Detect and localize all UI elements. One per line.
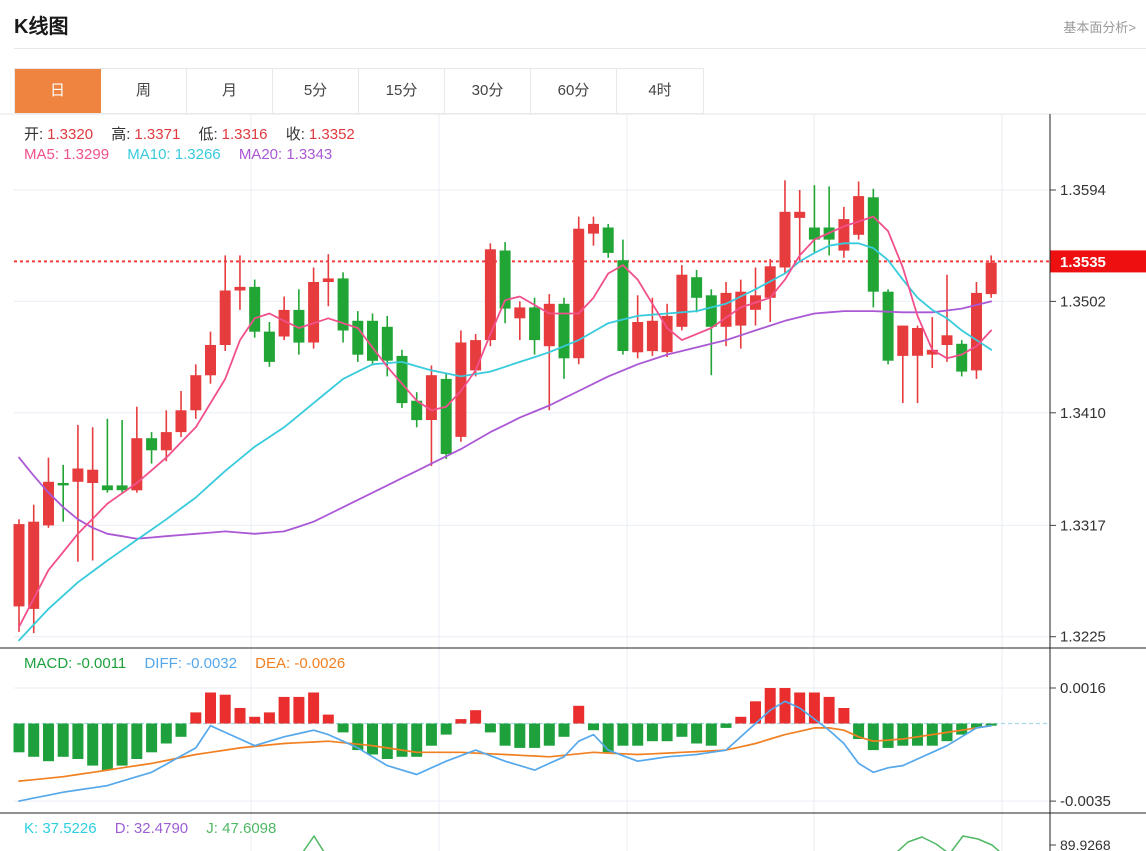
svg-text:1.3502: 1.3502 xyxy=(1060,293,1106,310)
header-divider xyxy=(14,48,1146,49)
svg-text:1.3535: 1.3535 xyxy=(1060,254,1106,271)
svg-text:0.0016: 0.0016 xyxy=(1060,680,1106,697)
k-value-legend: K: 37.5226 xyxy=(24,820,97,837)
j-value-legend: J: 47.6098 xyxy=(206,820,277,837)
svg-text:89.9268: 89.9268 xyxy=(1060,837,1111,851)
tab-15分[interactable]: 15分 xyxy=(359,69,445,113)
svg-text:1.3225: 1.3225 xyxy=(1060,629,1106,646)
svg-text:1.3410: 1.3410 xyxy=(1060,405,1106,422)
kdj-legend: K: 37.5226 D: 32.4790 J: 47.6098 xyxy=(24,820,290,837)
close-label: 收: xyxy=(285,126,305,143)
ma5-legend: MA5: 1.3299 xyxy=(24,146,110,163)
svg-text:-0.0035: -0.0035 xyxy=(1060,793,1111,810)
tab-日[interactable]: 日 xyxy=(15,69,101,113)
tab-30分[interactable]: 30分 xyxy=(445,69,531,113)
page-header: K线图 基本面分析> xyxy=(14,10,1136,46)
low-label: 低: xyxy=(198,126,218,143)
tab-60分[interactable]: 60分 xyxy=(531,69,617,113)
tab-月[interactable]: 月 xyxy=(187,69,273,113)
ma-lines-layer xyxy=(18,215,993,642)
tab-5分[interactable]: 5分 xyxy=(273,69,359,113)
close-value: 1.3352 xyxy=(308,126,355,143)
current-price-tag: 1.3535 xyxy=(1050,250,1146,273)
low-value: 1.3316 xyxy=(221,126,268,143)
d-value-legend: D: 32.4790 xyxy=(114,820,189,837)
page-title: K线图 xyxy=(14,16,69,38)
diff-value-legend: DIFF: -0.0032 xyxy=(144,655,237,672)
open-value: 1.3320 xyxy=(47,126,94,143)
macd-layer: 0.0016 -0.0035 xyxy=(13,680,1111,810)
high-label: 高: xyxy=(111,126,131,143)
candles-layer xyxy=(13,180,997,634)
panel-borders xyxy=(0,113,1146,851)
ohlc-legend: 开: 1.3320 高: 1.3371 低: 1.3316 收: 1.3352 xyxy=(24,123,369,144)
grid-layer xyxy=(14,114,1050,851)
ma20-legend: MA20: 1.3343 xyxy=(238,146,333,163)
interval-tab-bar: 日周月 5分 15分 30分 60分 4时 xyxy=(14,68,704,114)
ma10-legend: MA10: 1.3266 xyxy=(127,146,221,163)
fundamental-analysis-link[interactable]: 基本面分析> xyxy=(1063,20,1136,35)
svg-text:1.3594: 1.3594 xyxy=(1060,182,1106,199)
macd-value-legend: MACD: -0.0011 xyxy=(24,655,127,672)
dea-value-legend: DEA: -0.0026 xyxy=(255,655,346,672)
macd-legend: MACD: -0.0011 DIFF: -0.0032 DEA: -0.0026 xyxy=(24,655,359,672)
kdj-layer: 89.9268 xyxy=(302,835,1111,851)
tab-周[interactable]: 周 xyxy=(101,69,187,113)
price-axis: 1.3594 1.3502 1.3410 1.3317 1.3225 xyxy=(1050,182,1106,646)
ma-legend: MA5: 1.3299 MA10: 1.3266 MA20: 1.3343 xyxy=(24,146,346,163)
high-value: 1.3371 xyxy=(134,126,181,143)
open-label: 开: xyxy=(24,126,44,143)
tab-4时[interactable]: 4时 xyxy=(617,69,703,113)
svg-text:1.3317: 1.3317 xyxy=(1060,517,1106,534)
